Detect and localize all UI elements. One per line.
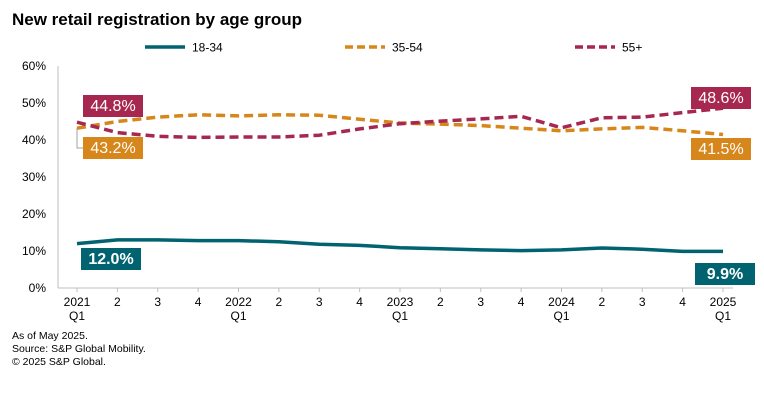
data-label: 9.9% bbox=[707, 266, 743, 283]
y-tick-label: 60% bbox=[22, 59, 46, 73]
y-tick-label: 20% bbox=[22, 207, 46, 221]
x-tick-label: 2 bbox=[599, 295, 606, 309]
x-tick-label: Q1 bbox=[230, 309, 246, 323]
x-tick-label: 2023 bbox=[387, 295, 414, 309]
footnote-date: As of May 2025. bbox=[12, 330, 88, 342]
x-tick-label: 3 bbox=[154, 295, 161, 309]
data-label: 44.8% bbox=[90, 98, 135, 115]
footnotes: As of May 2025. Source: S&P Global Mobil… bbox=[12, 330, 146, 369]
data-label-box bbox=[83, 95, 143, 117]
data-label-box bbox=[695, 263, 755, 285]
x-tick-label: 2 bbox=[276, 295, 283, 309]
x-tick-label: 2021 bbox=[64, 295, 91, 309]
data-label: 43.2% bbox=[90, 140, 135, 157]
data-label: 48.6% bbox=[698, 90, 743, 107]
y-tick-label: 30% bbox=[22, 170, 46, 184]
x-tick-label: 2024 bbox=[548, 295, 575, 309]
x-tick-label: 4 bbox=[356, 295, 363, 309]
data-labels: 12.0% 9.9% 43.2% 41.5% 44.8% 48.6% bbox=[76, 87, 755, 285]
data-label: 41.5% bbox=[698, 141, 743, 158]
y-axis: 0% 10% 20% 30% 40% 50% 60% bbox=[22, 59, 59, 295]
x-tick-label: 4 bbox=[679, 295, 686, 309]
x-tick-label: 4 bbox=[195, 295, 202, 309]
footnote-source: Source: S&P Global Mobility. bbox=[12, 343, 146, 355]
x-tick-label: 2 bbox=[114, 295, 121, 309]
x-tick-label: 2025 bbox=[710, 295, 737, 309]
data-label-box bbox=[81, 248, 141, 270]
series-line-18-34 bbox=[76, 238, 723, 254]
series-line-55+ bbox=[76, 106, 724, 140]
legend-label: 35-54 bbox=[392, 41, 423, 55]
legend: 18-34 35-54 55+ bbox=[145, 41, 642, 55]
x-tick-label: Q1 bbox=[715, 309, 731, 323]
x-tick-label: Q1 bbox=[69, 309, 85, 323]
x-tick-label: 2 bbox=[437, 295, 444, 309]
x-tick-label: 3 bbox=[316, 295, 323, 309]
legend-label: 55+ bbox=[622, 41, 642, 55]
data-label-box bbox=[83, 137, 143, 159]
data-label-box bbox=[691, 87, 751, 109]
x-tick-label: Q1 bbox=[553, 309, 569, 323]
data-label: 12.0% bbox=[88, 251, 133, 268]
x-tick-label: 4 bbox=[518, 295, 525, 309]
x-tick-label: 3 bbox=[639, 295, 646, 309]
data-label-box bbox=[691, 138, 751, 160]
y-tick-label: 10% bbox=[22, 244, 46, 258]
y-tick-label: 0% bbox=[29, 281, 47, 295]
line-chart: 18-34 35-54 55+ 0%10%20%30%40%50%60% 2021Q… bbox=[22, 41, 755, 323]
footnote-copyright: © 2025 S&P Global. bbox=[12, 356, 106, 368]
callout-leader bbox=[76, 128, 83, 149]
y-tick-label: 50% bbox=[22, 96, 46, 110]
y-tick-label: 40% bbox=[22, 133, 46, 147]
x-tick-label: 3 bbox=[477, 295, 484, 309]
x-tick-label: Q1 bbox=[392, 309, 408, 323]
x-tick-label: 2022 bbox=[225, 295, 252, 309]
legend-label: 18-34 bbox=[192, 41, 223, 55]
chart-title: New retail registration by age group bbox=[12, 10, 303, 29]
series-lines bbox=[76, 106, 724, 254]
